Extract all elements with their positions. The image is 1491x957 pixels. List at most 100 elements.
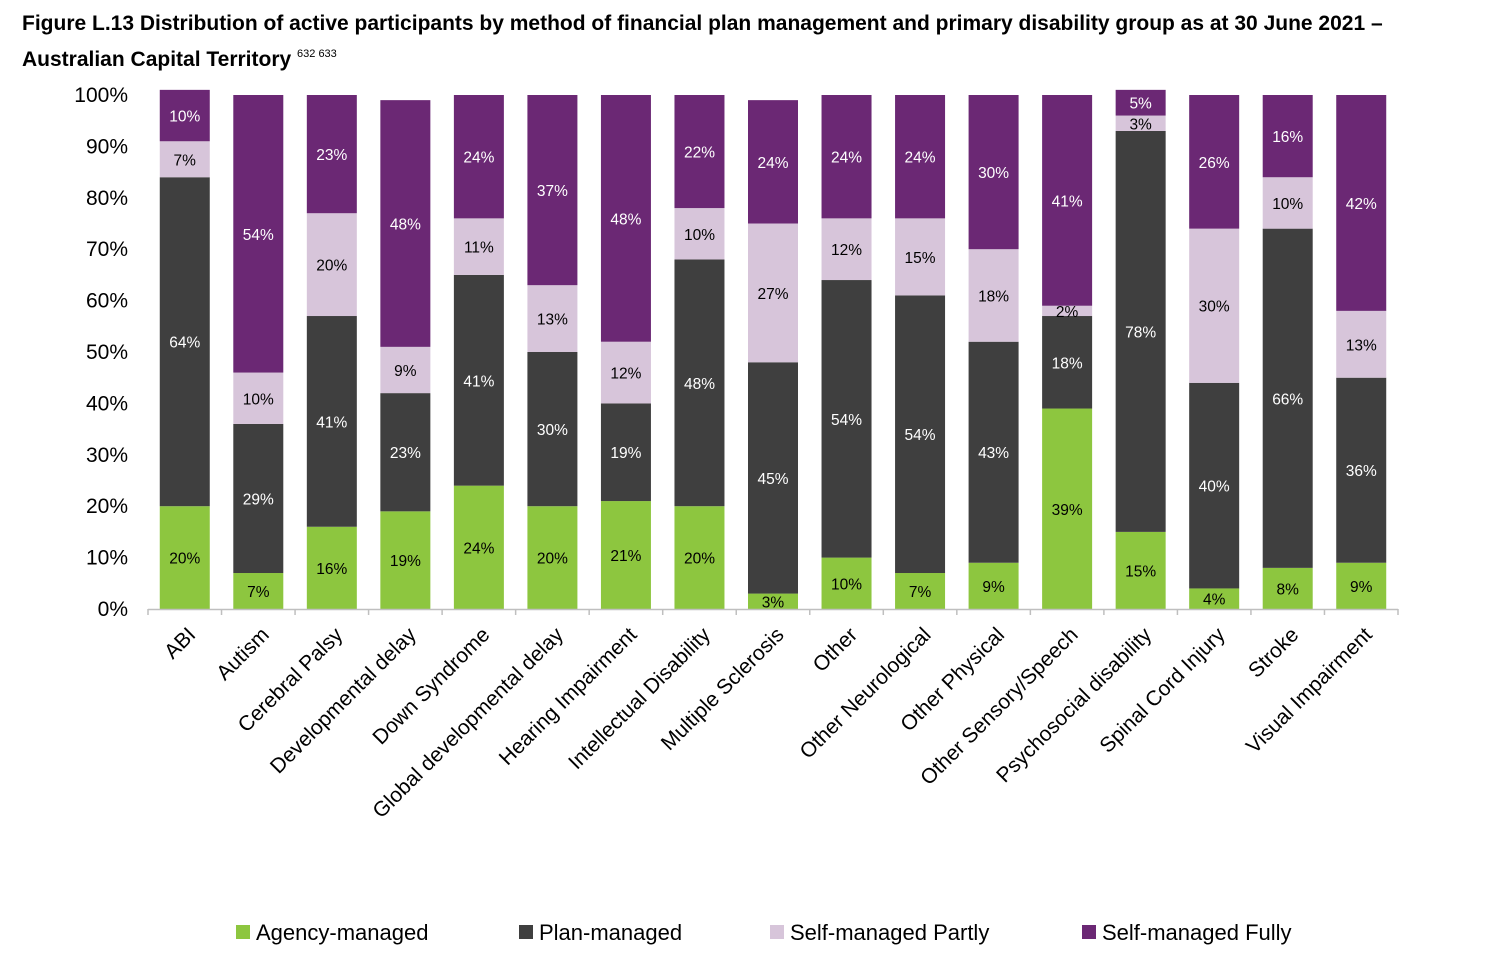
data-label: 66% xyxy=(1272,391,1303,408)
data-label: 10% xyxy=(169,109,200,126)
bar-segment xyxy=(1336,377,1387,563)
bar-segment xyxy=(1042,305,1093,317)
data-label: 54% xyxy=(243,227,274,244)
data-label: 40% xyxy=(1199,479,1230,496)
data-label: 16% xyxy=(316,561,347,578)
data-label: 10% xyxy=(831,576,862,593)
data-label: 15% xyxy=(905,250,936,267)
bar-segment xyxy=(159,506,210,609)
bar-segment xyxy=(748,223,798,363)
x-tick-label: Other xyxy=(809,623,862,676)
data-label: 23% xyxy=(390,445,421,462)
x-tick-label: Developmental delay xyxy=(266,623,421,778)
data-label: 24% xyxy=(905,150,936,167)
legend-label: Agency-managed xyxy=(256,920,428,945)
bar-segment xyxy=(968,562,1019,609)
data-label: 7% xyxy=(247,584,270,601)
y-tick-label: 80% xyxy=(86,187,128,210)
data-label: 12% xyxy=(610,366,641,383)
bar-segment xyxy=(1336,310,1387,378)
data-label: 9% xyxy=(1350,579,1373,596)
data-label: 24% xyxy=(831,150,862,167)
bar-segment xyxy=(895,218,946,296)
bar-segment xyxy=(306,213,357,317)
y-tick-label: 10% xyxy=(86,547,128,570)
data-label: 11% xyxy=(464,240,494,257)
y-tick-label: 100% xyxy=(74,84,128,107)
data-label: 24% xyxy=(757,155,788,172)
bar-segment xyxy=(233,573,284,609)
data-label: 42% xyxy=(1346,196,1377,213)
data-label: 48% xyxy=(684,376,715,393)
data-label: 10% xyxy=(1272,196,1303,213)
data-label: 20% xyxy=(537,551,568,568)
data-label: 30% xyxy=(537,422,568,439)
bar-segment xyxy=(600,403,651,502)
bar-segment xyxy=(306,316,357,527)
data-label: 13% xyxy=(537,312,568,329)
bar-segment xyxy=(1189,95,1240,229)
bar-segment xyxy=(453,485,504,609)
data-label: 37% xyxy=(537,183,568,200)
bar-segment xyxy=(968,249,1019,342)
data-label: 19% xyxy=(390,553,421,570)
data-label: 29% xyxy=(243,491,274,508)
x-tick-label: Visual Impairment xyxy=(1242,623,1377,758)
bar-segment xyxy=(1042,408,1093,609)
data-label: 19% xyxy=(610,445,641,462)
data-label: 24% xyxy=(463,540,494,557)
bar-segment xyxy=(600,341,651,404)
y-tick-label: 90% xyxy=(86,135,128,158)
data-label: 3% xyxy=(762,594,785,611)
data-label: 10% xyxy=(243,391,274,408)
data-label: 26% xyxy=(1199,155,1230,172)
bar-segment xyxy=(1262,567,1313,609)
y-tick-label: 0% xyxy=(98,598,128,621)
bar-segment xyxy=(895,573,946,609)
bar-segment xyxy=(895,295,946,574)
bar-segment xyxy=(895,95,946,219)
data-label: 8% xyxy=(1277,581,1300,598)
bar-segment xyxy=(380,511,431,609)
bar-segment xyxy=(233,95,284,373)
data-label: 7% xyxy=(909,584,932,601)
bar-segment xyxy=(968,95,1019,250)
data-label: 41% xyxy=(1052,193,1083,210)
bar-segment xyxy=(233,423,284,574)
bar-segment xyxy=(674,506,725,609)
legend-label: Self-managed Partly xyxy=(790,920,989,945)
x-tick-label: Intellectual Disability xyxy=(564,623,715,774)
bar-segment xyxy=(1189,588,1240,609)
data-label: 39% xyxy=(1052,502,1083,519)
bars-area: 20% 64% 7% 10% 7% 29% 10% 54% 16% 41% 20% 23% 19% 23%… xyxy=(159,89,1387,611)
data-label: 16% xyxy=(1272,129,1303,146)
data-label: 21% xyxy=(610,548,641,565)
data-label: 27% xyxy=(757,286,788,303)
bar-segment xyxy=(968,341,1019,563)
data-label: 12% xyxy=(831,242,862,259)
x-tick-label: Hearing Impairment xyxy=(495,623,642,770)
data-label: 36% xyxy=(1346,463,1377,480)
bar-segment xyxy=(306,526,357,609)
bar-segment xyxy=(1042,316,1093,409)
data-label: 30% xyxy=(1199,299,1230,316)
data-label: 5% xyxy=(1129,96,1152,113)
bar-segment xyxy=(674,95,725,209)
data-label: 43% xyxy=(978,445,1009,462)
data-label: 64% xyxy=(169,335,200,352)
data-label: 9% xyxy=(394,363,417,380)
x-tick-label: Stroke xyxy=(1244,623,1303,682)
data-label: 24% xyxy=(463,150,494,167)
x-tick-label: Spinal Cord Injury xyxy=(1095,623,1230,758)
data-label: 48% xyxy=(390,217,421,234)
data-label: 30% xyxy=(978,165,1009,182)
bar-segment xyxy=(1189,228,1240,383)
data-label: 15% xyxy=(1125,563,1156,580)
bar-segment xyxy=(1262,95,1313,178)
bar-segment xyxy=(1115,130,1166,532)
bar-segment xyxy=(1336,562,1387,609)
y-tick-label: 60% xyxy=(86,290,128,313)
data-label: 54% xyxy=(905,427,936,444)
x-tick-label: Autism xyxy=(212,623,274,685)
